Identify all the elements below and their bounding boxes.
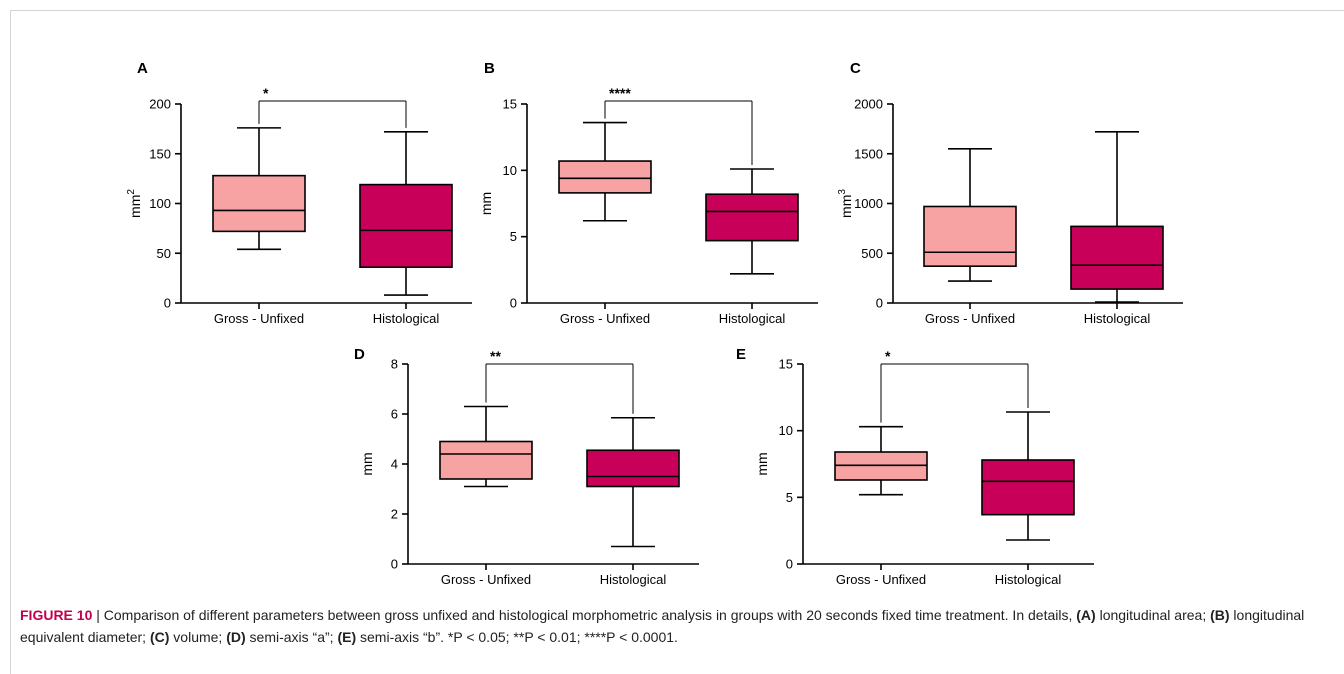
iqr-box xyxy=(705,193,799,242)
y-tick-label: 2000 xyxy=(854,97,883,112)
caption-ref-a: (A) xyxy=(1076,607,1096,623)
y-tick-label: 1000 xyxy=(854,196,883,211)
x-tick-label: Histological xyxy=(1084,311,1151,326)
y-axis-label-unit: mm xyxy=(127,195,143,218)
x-tick-label: Histological xyxy=(373,311,440,326)
significance-label: * xyxy=(263,85,269,101)
caption-text-c: volume; xyxy=(169,629,227,645)
panel-letter: B xyxy=(484,60,495,77)
iqr-box xyxy=(439,440,533,480)
box-gross-unfixed xyxy=(834,425,928,496)
figure-frame xyxy=(10,10,1344,674)
caption-ref-c: (C) xyxy=(149,629,170,645)
iqr-box xyxy=(923,205,1017,267)
y-axis-label-unit: mm xyxy=(359,452,375,475)
y-axis-label-exponent: 2 xyxy=(126,189,137,195)
iqr-box xyxy=(981,459,1075,516)
panel-d: D 0 2 4 6 8 mm Gross - Unfixed Histological ** xyxy=(354,346,699,587)
panel-letter: C xyxy=(850,60,861,77)
y-tick-label: 15 xyxy=(779,357,793,372)
y-tick-label: 6 xyxy=(391,407,398,422)
x-tick-label: Gross - Unfixed xyxy=(560,311,650,326)
x-tick-label: Histological xyxy=(995,572,1062,587)
y-tick-label: 0 xyxy=(786,557,793,572)
box-histological xyxy=(1070,131,1164,303)
panel-e: E 0 5 10 15 mm Gross - Unfixed Histological * xyxy=(736,346,1094,587)
y-tick-label: 10 xyxy=(503,163,517,178)
y-tick-label: 0 xyxy=(391,557,398,572)
y-tick-label: 500 xyxy=(861,246,883,261)
y-axis-label: mm3 xyxy=(837,189,854,218)
y-tick-label: 2 xyxy=(391,507,398,522)
caption-ref-b: (B) xyxy=(1210,607,1230,623)
caption-label: FIGURE 10 xyxy=(20,607,93,623)
caption-text-a: longitudinal area; xyxy=(1095,607,1211,623)
significance-bracket: * xyxy=(258,85,407,128)
y-tick-label: 4 xyxy=(391,457,398,472)
y-axis-label-unit: mm xyxy=(478,192,494,215)
y-tick-label: 0 xyxy=(876,296,883,311)
significance-bracket: **** xyxy=(604,85,753,166)
iqr-box xyxy=(359,183,453,268)
panel-c: C 0 500 1000 1500 2000 mm3 Gross - Unfixed Histo… xyxy=(837,60,1183,326)
significance-label: **** xyxy=(609,85,631,101)
iqr-box xyxy=(212,174,306,233)
panel-b: B 0 5 10 15 mm Gross - Unfixed Histological **** xyxy=(478,60,818,326)
y-tick-label: 200 xyxy=(149,97,171,112)
y-axis-label-unit: mm xyxy=(838,195,854,218)
box-gross-unfixed xyxy=(439,405,533,488)
y-axis-label-exponent: 3 xyxy=(837,189,848,195)
iqr-box xyxy=(1070,225,1164,290)
x-tick-label: Gross - Unfixed xyxy=(214,311,304,326)
y-axis-label-unit: mm xyxy=(754,452,770,475)
x-tick-label: Histological xyxy=(719,311,786,326)
y-axis-label: mm xyxy=(754,452,770,475)
y-tick-label: 0 xyxy=(510,296,517,311)
y-tick-label: 10 xyxy=(779,423,793,438)
caption-ref-d: (D) xyxy=(226,629,246,645)
iqr-box xyxy=(558,160,652,194)
box-histological xyxy=(705,168,799,275)
y-axis-label: mm xyxy=(359,452,375,475)
caption-ref-e: (E) xyxy=(337,629,357,645)
panel-letter: D xyxy=(354,346,365,363)
y-axis-label: mm2 xyxy=(126,189,143,218)
box-gross-unfixed xyxy=(923,147,1017,282)
box-histological xyxy=(981,411,1075,541)
y-tick-label: 1500 xyxy=(854,146,883,161)
y-tick-label: 0 xyxy=(164,296,171,311)
x-tick-label: Histological xyxy=(600,572,667,587)
x-tick-label: Gross - Unfixed xyxy=(925,311,1015,326)
panel-letter: E xyxy=(736,346,746,363)
box-histological xyxy=(586,416,680,548)
box-gross-unfixed xyxy=(212,127,306,251)
box-gross-unfixed xyxy=(558,121,652,222)
y-tick-label: 50 xyxy=(157,246,171,261)
significance-label: ** xyxy=(490,348,501,364)
box-histological xyxy=(359,131,453,296)
y-tick-label: 15 xyxy=(503,97,517,112)
y-tick-label: 150 xyxy=(149,146,171,161)
iqr-box xyxy=(586,449,680,488)
significance-label: * xyxy=(885,348,891,364)
figure-caption: FIGURE 10 | Comparison of different para… xyxy=(20,604,1330,648)
significance-bracket: ** xyxy=(485,348,634,414)
caption-text-e: semi-axis “b”. *P < 0.05; **P < 0.01; **… xyxy=(356,629,678,645)
y-axis-label: mm xyxy=(478,192,494,215)
panel-letter: A xyxy=(137,60,148,77)
y-tick-label: 5 xyxy=(786,490,793,505)
caption-separator: | xyxy=(92,607,104,623)
caption-text-b: longitudinal equivalent diameter; xyxy=(20,607,1305,645)
y-tick-label: 5 xyxy=(510,229,517,244)
x-tick-label: Gross - Unfixed xyxy=(441,572,531,587)
caption-text: Comparison of different parameters betwe… xyxy=(103,607,1077,623)
y-tick-label: 8 xyxy=(391,357,398,372)
panel-a: A 0 50 100 150 200 mm2 Gross - Unfixed Histologi… xyxy=(126,60,472,326)
caption-text-d: semi-axis “a”; xyxy=(245,629,338,645)
significance-bracket: * xyxy=(880,348,1029,423)
y-tick-label: 100 xyxy=(149,196,171,211)
x-tick-label: Gross - Unfixed xyxy=(836,572,926,587)
